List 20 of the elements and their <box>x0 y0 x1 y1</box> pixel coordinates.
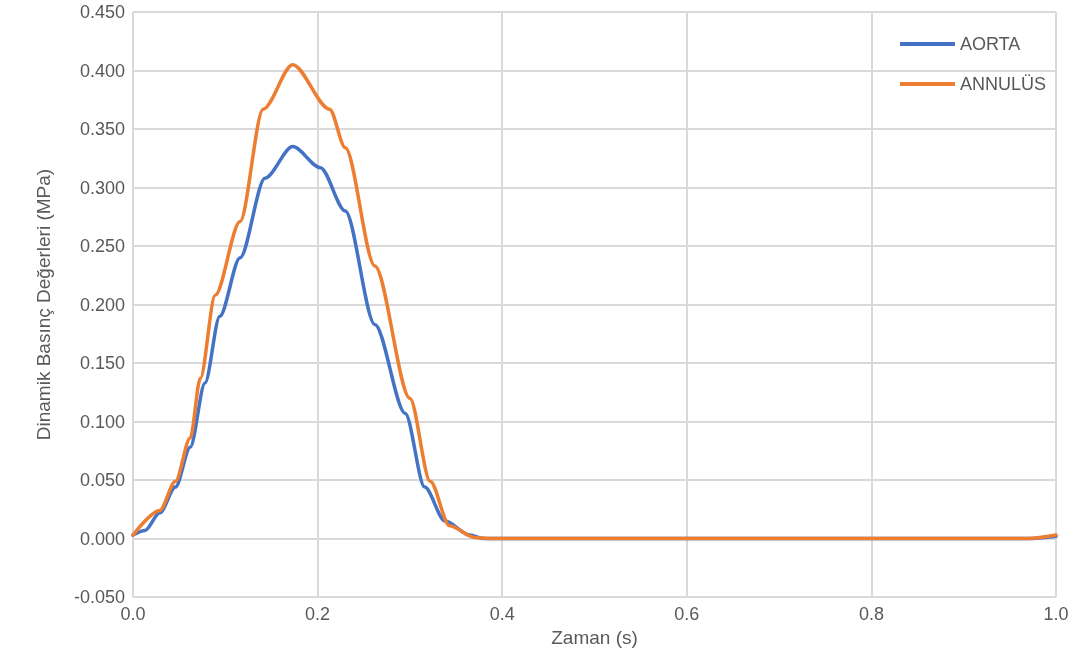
x-tick-label: 0.4 <box>489 604 515 625</box>
y-tick-label: 0.050 <box>79 470 125 491</box>
y-tick-label: 0.250 <box>79 236 125 257</box>
x-tick-label: 1.0 <box>1043 604 1069 625</box>
x-tick-label: 0.6 <box>674 604 700 625</box>
legend-label: AORTA <box>959 34 1021 54</box>
y-tick-label: 0.350 <box>79 119 125 140</box>
y-tick-label: 0.300 <box>79 177 125 198</box>
x-axis-title: Zaman (s) <box>551 627 638 648</box>
y-tick-label: 0.100 <box>79 411 125 432</box>
x-tick-label: 0.8 <box>858 604 884 625</box>
y-tick-label: 0.000 <box>79 528 125 549</box>
y-axis-title: Dinamik Basınç Değerleri (MPa) <box>33 168 54 441</box>
y-tick-label: 0.400 <box>79 60 125 81</box>
y-tick-label: 0.200 <box>79 294 125 315</box>
y-tick-label: 0.450 <box>79 2 125 22</box>
line-series <box>131 62 1058 541</box>
y-tick-label: 0.150 <box>79 353 125 374</box>
legend-label: ANNULÜS <box>959 74 1047 94</box>
x-tick-label: 0.2 <box>305 604 331 625</box>
